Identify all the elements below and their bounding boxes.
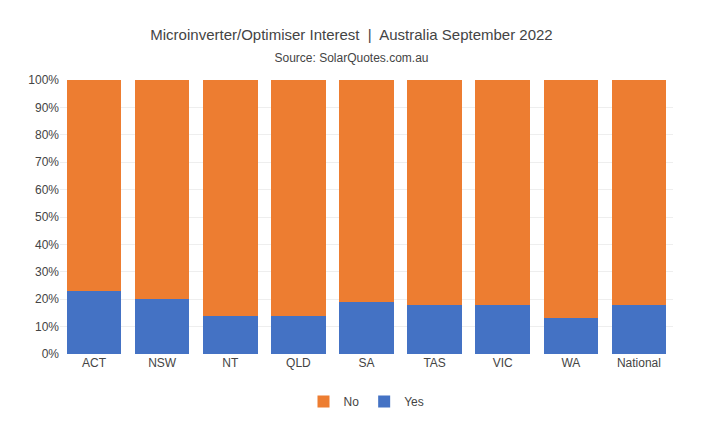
svg-text:20%: 20% [35,292,59,306]
svg-text:40%: 40% [35,238,59,252]
svg-text:70%: 70% [35,155,59,169]
svg-text:80%: 80% [35,128,59,142]
svg-text:SA: SA [358,356,374,370]
svg-text:90%: 90% [35,101,59,115]
svg-text:National: National [617,356,661,370]
svg-text:30%: 30% [35,265,59,279]
svg-text:NT: NT [222,356,239,370]
svg-text:Microinverter/Optimiser Intere: Microinverter/Optimiser Interest | Austr… [150,26,552,43]
svg-text:No: No [344,395,360,409]
svg-text:60%: 60% [35,183,59,197]
svg-text:VIC: VIC [493,356,513,370]
svg-text:100%: 100% [28,73,59,87]
svg-text:50%: 50% [35,210,59,224]
svg-text:WA: WA [561,356,580,370]
svg-text:Yes: Yes [404,395,424,409]
svg-text:QLD: QLD [286,356,311,370]
svg-text:10%: 10% [35,320,59,334]
svg-text:ACT: ACT [82,356,107,370]
svg-text:0%: 0% [42,347,60,361]
svg-text:NSW: NSW [148,356,177,370]
svg-text:TAS: TAS [423,356,445,370]
svg-text:Source: SolarQuotes.com.au: Source: SolarQuotes.com.au [274,51,428,65]
